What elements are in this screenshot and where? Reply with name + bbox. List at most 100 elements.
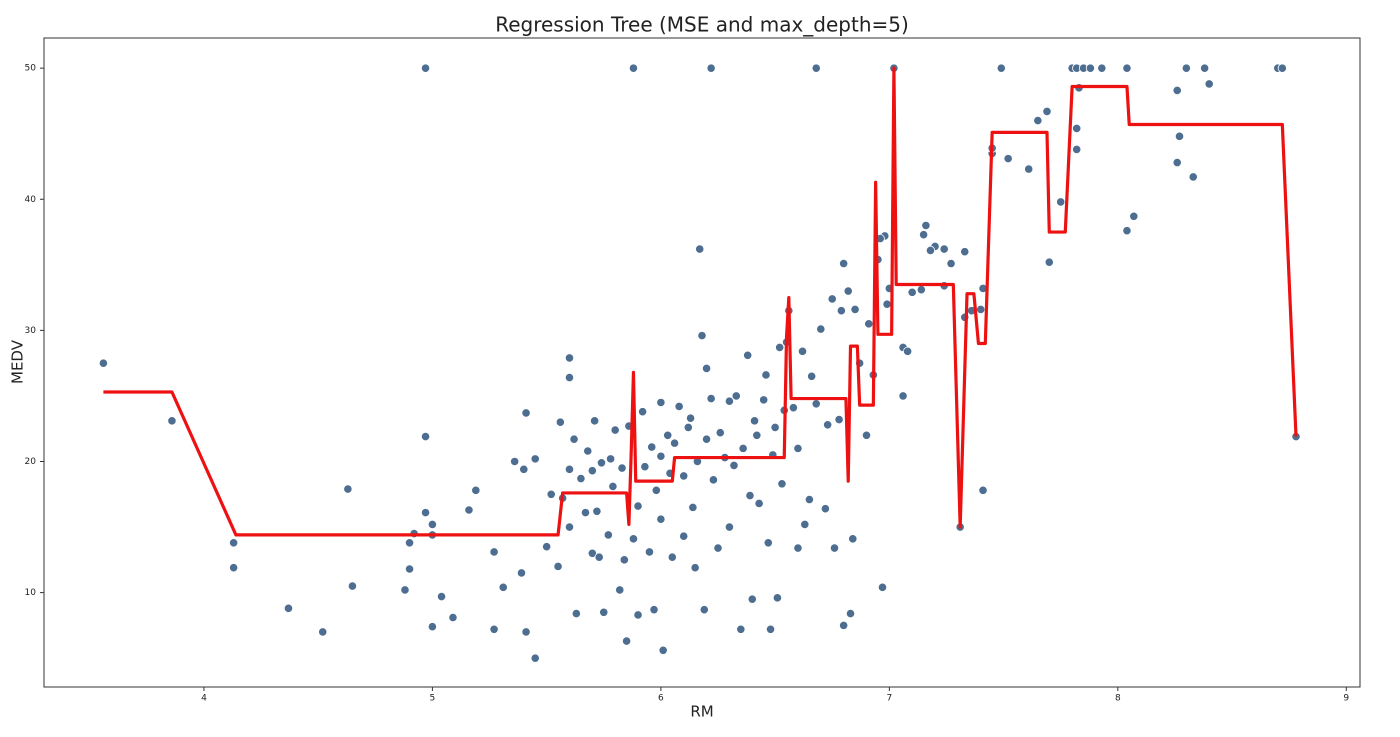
point xyxy=(1072,144,1082,155)
point xyxy=(436,591,447,602)
point xyxy=(829,543,840,553)
point xyxy=(658,645,668,655)
point xyxy=(715,428,725,438)
point xyxy=(777,479,787,489)
point xyxy=(843,286,853,296)
point xyxy=(775,342,785,353)
point xyxy=(564,522,575,532)
point xyxy=(663,430,673,440)
point xyxy=(761,370,771,380)
point xyxy=(996,63,1006,73)
point xyxy=(592,506,602,516)
x-tick-label: 7 xyxy=(886,694,892,704)
point xyxy=(649,605,659,615)
point xyxy=(738,443,748,453)
point xyxy=(939,244,949,254)
point xyxy=(637,407,648,417)
x-tick-label: 6 xyxy=(658,694,664,704)
point xyxy=(599,607,609,617)
point xyxy=(706,63,716,73)
point xyxy=(569,434,579,444)
point xyxy=(743,350,753,360)
point xyxy=(1072,123,1082,134)
point xyxy=(427,622,438,632)
point xyxy=(811,399,821,409)
point xyxy=(404,564,415,574)
point xyxy=(1200,63,1210,73)
point xyxy=(1181,63,1191,73)
point xyxy=(596,458,607,468)
x-tick-label: 5 xyxy=(430,694,436,704)
point xyxy=(640,462,650,472)
point xyxy=(736,624,746,634)
point xyxy=(976,304,986,314)
point xyxy=(793,443,803,453)
point xyxy=(651,485,661,495)
x-axis-label: RM xyxy=(690,703,713,721)
point xyxy=(633,610,643,620)
point xyxy=(343,484,353,494)
point xyxy=(861,430,872,440)
point xyxy=(749,416,760,426)
point xyxy=(1033,116,1043,126)
point xyxy=(848,534,858,544)
point xyxy=(921,220,931,231)
point xyxy=(229,563,239,573)
point xyxy=(1174,131,1185,141)
point xyxy=(1003,154,1013,164)
point xyxy=(679,531,689,541)
point xyxy=(845,608,856,619)
point xyxy=(827,294,837,304)
point xyxy=(521,408,531,418)
point xyxy=(793,543,803,553)
point xyxy=(617,463,627,473)
y-tick-label: 30 xyxy=(25,326,37,336)
point xyxy=(683,422,693,432)
point xyxy=(839,620,849,630)
point xyxy=(679,471,689,481)
point xyxy=(427,519,438,530)
point xyxy=(797,346,808,356)
y-tick-label: 50 xyxy=(25,64,37,74)
point xyxy=(489,547,499,557)
point xyxy=(1122,63,1132,73)
point xyxy=(724,522,735,532)
point xyxy=(576,473,586,484)
chart-title: Regression Tree (MSE and max_depth=5) xyxy=(495,13,909,37)
point xyxy=(555,417,565,427)
point xyxy=(583,446,593,456)
point xyxy=(685,413,696,423)
point xyxy=(98,358,109,368)
point xyxy=(807,371,817,381)
point xyxy=(907,287,917,297)
point xyxy=(610,425,620,435)
y-tick-label: 20 xyxy=(25,457,37,467)
point xyxy=(765,624,776,634)
point xyxy=(656,451,666,461)
point xyxy=(1172,85,1182,96)
point xyxy=(882,299,892,309)
y-axis-label: MEDV xyxy=(9,339,27,384)
point xyxy=(1129,211,1139,221)
point xyxy=(283,603,294,613)
point xyxy=(946,258,956,269)
point xyxy=(1172,157,1182,168)
point xyxy=(448,612,458,623)
point xyxy=(420,508,431,518)
point xyxy=(510,456,520,467)
point xyxy=(546,489,556,499)
point xyxy=(1056,197,1066,207)
point xyxy=(690,563,700,573)
point xyxy=(978,485,988,495)
point xyxy=(916,285,926,295)
point xyxy=(772,593,782,603)
x-tick-label: 9 xyxy=(1343,694,1349,704)
point xyxy=(839,258,849,269)
point xyxy=(656,514,666,524)
point xyxy=(669,438,680,448)
point xyxy=(811,63,821,73)
point xyxy=(1024,164,1034,174)
point xyxy=(606,454,616,464)
point xyxy=(674,401,684,412)
